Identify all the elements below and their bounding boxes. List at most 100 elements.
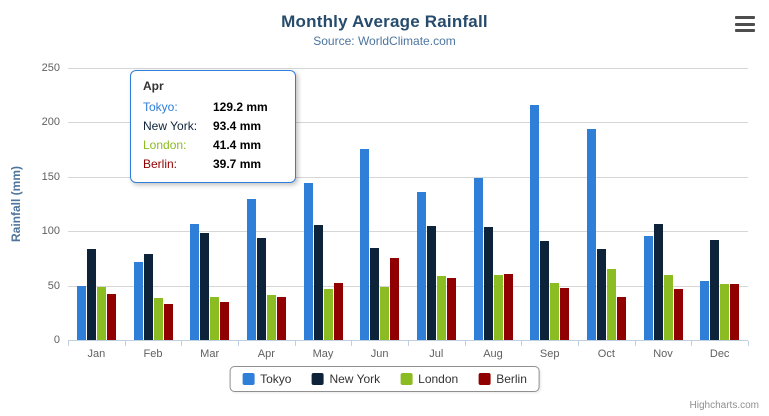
tooltip-row: London: 41.4 mm (143, 136, 283, 155)
bar-new-york-mar[interactable] (200, 233, 209, 340)
bar-new-york-jun[interactable] (370, 248, 379, 340)
bar-tokyo-nov[interactable] (644, 236, 653, 340)
tooltip-series-value: 129.2 mm (213, 100, 268, 114)
bar-london-nov[interactable] (664, 275, 673, 340)
bar-london-jun[interactable] (380, 287, 389, 340)
bar-london-sep[interactable] (550, 283, 559, 340)
bar-tokyo-sep[interactable] (530, 105, 539, 340)
legend-item-berlin[interactable]: Berlin (478, 372, 527, 386)
y-axis-tick-label: 250 (41, 62, 60, 74)
x-axis-tick-label: Jan (87, 348, 106, 360)
bar-tokyo-jan[interactable] (77, 286, 86, 340)
bar-new-york-jan[interactable] (87, 249, 96, 340)
x-axis-tick-label: Aug (483, 348, 503, 360)
bar-new-york-jul[interactable] (427, 226, 436, 340)
tooltip-series-value: 39.7 mm (213, 157, 262, 171)
bar-tokyo-feb[interactable] (134, 262, 143, 340)
bar-london-oct[interactable] (607, 269, 616, 340)
chart-title: Monthly Average Rainfall (281, 12, 488, 31)
bar-new-york-aug[interactable] (484, 227, 493, 340)
bar-new-york-apr[interactable] (257, 238, 266, 340)
y-axis-tick-label: 50 (47, 279, 60, 292)
y-gridline (68, 176, 748, 178)
x-axis-tick (124, 341, 126, 346)
legend-item-new-york[interactable]: New York (311, 372, 380, 386)
bar-berlin-aug[interactable] (504, 274, 513, 340)
bar-berlin-jul[interactable] (447, 278, 456, 340)
legend-item-london[interactable]: London (400, 372, 458, 386)
x-axis-tick-label: Jun (370, 348, 389, 360)
y-gridline (68, 68, 748, 69)
tooltip-series-label: Tokyo: (143, 100, 178, 114)
y-gridline (68, 285, 748, 287)
bar-london-dec[interactable] (720, 284, 729, 340)
legend-swatch-icon (311, 373, 324, 385)
x-axis-tick-label: Dec (709, 348, 730, 360)
x-axis-tick-label: Sep (539, 348, 560, 360)
bar-new-york-may[interactable] (314, 225, 323, 340)
legend-item-tokyo[interactable]: Tokyo (242, 372, 291, 386)
hamburger-menu-icon[interactable] (735, 16, 755, 32)
x-axis-tick (521, 341, 523, 346)
bar-london-jan[interactable] (97, 287, 106, 340)
tooltip-series-value: 41.4 mm (213, 138, 262, 152)
x-axis-tick (408, 341, 409, 346)
bar-london-may[interactable] (324, 289, 333, 340)
legend-label: Tokyo (260, 372, 292, 386)
tooltip-header: Apr (143, 79, 164, 93)
x-axis-tick (691, 341, 693, 346)
bar-new-york-oct[interactable] (597, 249, 606, 340)
credits-link[interactable]: Highcharts.com (689, 400, 759, 411)
bar-tokyo-jul[interactable] (417, 192, 426, 340)
x-axis-tick-label: May (312, 348, 334, 360)
legend-swatch-icon (242, 373, 255, 385)
bar-tokyo-jun[interactable] (360, 149, 369, 340)
bar-london-jul[interactable] (437, 276, 446, 340)
bar-berlin-mar[interactable] (220, 302, 229, 340)
bar-berlin-jun[interactable] (390, 258, 399, 340)
bar-tokyo-apr[interactable] (247, 199, 256, 340)
x-axis-tick (238, 341, 239, 346)
bar-tokyo-dec[interactable] (700, 281, 709, 340)
x-axis-line (68, 340, 748, 341)
tooltip-series-label: New York: (143, 119, 198, 133)
chart-subtitle: Source: WorldClimate.com (313, 34, 456, 48)
tooltip-row: Berlin: 39.7 mm (143, 155, 283, 174)
y-axis-tick-label: 200 (41, 116, 60, 129)
bar-berlin-sep[interactable] (560, 288, 569, 340)
bar-tokyo-may[interactable] (304, 183, 313, 340)
hamburger-line (735, 29, 755, 32)
tooltip-rows: Tokyo: 129.2 mm New York: 93.4 mm London: 41.… (143, 98, 283, 174)
x-axis-tick-label: Nov (653, 348, 673, 360)
bar-london-aug[interactable] (494, 275, 503, 340)
x-axis-tick-label: Feb (143, 348, 163, 360)
legend-swatch-icon (478, 373, 491, 385)
hamburger-line (735, 22, 755, 26)
bar-new-york-nov[interactable] (654, 224, 663, 340)
bar-london-feb[interactable] (154, 298, 163, 340)
bar-london-apr[interactable] (267, 295, 276, 340)
legend-label: New York (329, 372, 381, 386)
x-axis-tick (464, 341, 466, 346)
bar-berlin-may[interactable] (334, 283, 343, 340)
hamburger-line (735, 16, 755, 19)
bar-london-mar[interactable] (210, 297, 219, 340)
x-axis-tick-label: Jul (429, 348, 444, 360)
bar-new-york-dec[interactable] (710, 240, 719, 340)
y-gridline (68, 122, 748, 124)
legend: Tokyo New York London Berlin (229, 366, 540, 392)
bar-berlin-dec[interactable] (730, 284, 739, 340)
bar-berlin-jan[interactable] (107, 294, 116, 340)
bar-new-york-feb[interactable] (144, 254, 153, 340)
bar-tokyo-oct[interactable] (587, 129, 596, 340)
bar-berlin-nov[interactable] (674, 289, 683, 340)
bar-berlin-feb[interactable] (164, 304, 173, 340)
y-axis-tick-label: 150 (41, 170, 60, 183)
bar-tokyo-aug[interactable] (474, 178, 483, 340)
bar-berlin-oct[interactable] (617, 297, 626, 340)
bar-tokyo-mar[interactable] (190, 224, 199, 340)
y-gridline (68, 231, 748, 233)
bar-berlin-apr[interactable] (277, 297, 286, 340)
bar-new-york-sep[interactable] (540, 241, 549, 340)
